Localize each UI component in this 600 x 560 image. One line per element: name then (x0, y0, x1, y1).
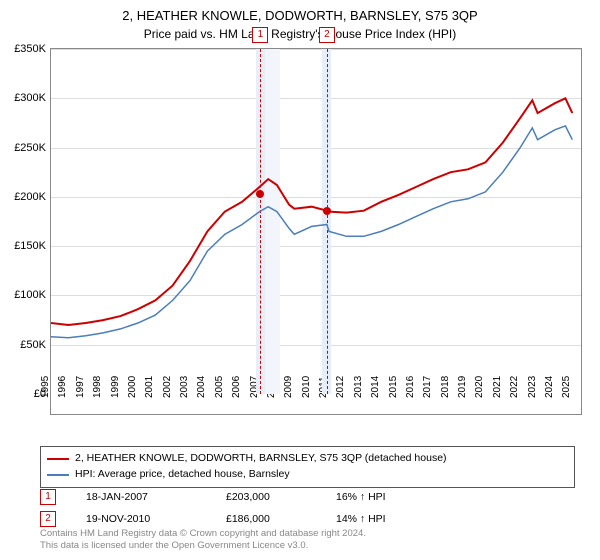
chart-area: £0£50K£100K£150K£200K£250K£300K£350K1995… (50, 48, 582, 415)
chart-container: 2, HEATHER KNOWLE, DODWORTH, BARNSLEY, S… (0, 0, 600, 560)
y-tick-label: £250K (1, 142, 46, 154)
sales-table: 1 18-JAN-2007 £203,000 16% ↑ HPI 2 19-NOV-201… (40, 486, 575, 530)
legend-label: HPI: Average price, detached house, Barn… (75, 467, 290, 483)
marker-label-box: 1 (252, 27, 268, 43)
chart-subtitle: Price paid vs. HM Land Registry's House … (0, 25, 600, 41)
legend-row: 2, HEATHER KNOWLE, DODWORTH, BARNSLEY, S… (47, 451, 568, 467)
y-tick-label: £300K (1, 92, 46, 104)
legend-row: HPI: Average price, detached house, Barn… (47, 467, 568, 483)
sales-marker-box: 1 (40, 489, 56, 505)
footer-line-2: This data is licensed under the Open Gov… (40, 540, 575, 552)
legend-swatch (47, 458, 69, 460)
sales-hpi: 14% ↑ HPI (336, 513, 436, 525)
legend-swatch (47, 474, 69, 476)
x-tick-label: 1995 (40, 376, 51, 398)
sales-price: £186,000 (226, 513, 306, 525)
legend-label: 2, HEATHER KNOWLE, DODWORTH, BARNSLEY, S… (75, 451, 447, 467)
series-price_paid (51, 98, 572, 325)
sales-price: £203,000 (226, 491, 306, 503)
sales-row: 2 19-NOV-2010 £186,000 14% ↑ HPI (40, 508, 575, 530)
chart-title: 2, HEATHER KNOWLE, DODWORTH, BARNSLEY, S… (0, 0, 600, 25)
footer-text: Contains HM Land Registry data © Crown c… (40, 528, 575, 553)
y-tick-label: £200K (1, 191, 46, 203)
footer-line-1: Contains HM Land Registry data © Crown c… (40, 528, 575, 540)
y-tick-label: £50K (1, 339, 46, 351)
y-tick-label: £350K (1, 43, 46, 55)
sales-date: 18-JAN-2007 (86, 491, 196, 503)
sales-hpi: 16% ↑ HPI (336, 491, 436, 503)
plot-region: £0£50K£100K£150K£200K£250K£300K£350K1995… (51, 49, 581, 394)
line-layer (51, 49, 581, 394)
y-tick-label: £150K (1, 240, 46, 252)
sales-marker-box: 2 (40, 511, 56, 527)
y-tick-label: £100K (1, 289, 46, 301)
series-hpi (51, 126, 572, 338)
legend-box: 2, HEATHER KNOWLE, DODWORTH, BARNSLEY, S… (40, 446, 575, 488)
marker-label-box: 2 (319, 27, 335, 43)
sales-date: 19-NOV-2010 (86, 513, 196, 525)
sales-row: 1 18-JAN-2007 £203,000 16% ↑ HPI (40, 486, 575, 508)
